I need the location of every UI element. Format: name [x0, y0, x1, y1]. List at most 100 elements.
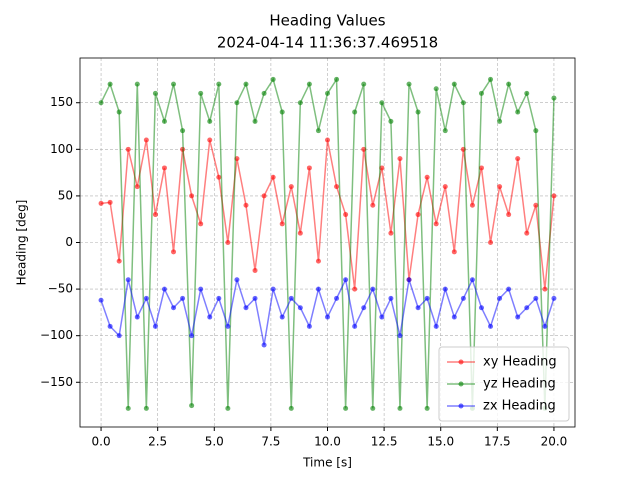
data-point — [134, 81, 140, 87]
data-point — [478, 165, 484, 171]
data-point — [125, 405, 131, 411]
data-point — [225, 323, 231, 329]
data-point — [388, 230, 394, 236]
data-point — [451, 249, 457, 255]
legend: xy Heading yz Heading zx Heading — [438, 346, 570, 422]
data-point — [460, 295, 466, 301]
data-point — [524, 90, 530, 96]
data-point — [107, 199, 113, 205]
data-point — [334, 76, 340, 82]
data-point — [433, 221, 439, 227]
data-point — [198, 286, 204, 292]
data-point — [198, 221, 204, 227]
data-point — [225, 240, 231, 245]
data-point — [161, 165, 167, 171]
data-point — [343, 212, 349, 218]
data-point — [497, 118, 503, 124]
data-point — [497, 295, 503, 301]
legend-label: yz Heading — [483, 377, 556, 392]
data-point — [180, 128, 186, 134]
data-point — [506, 212, 512, 218]
data-point — [216, 174, 222, 180]
data-point — [152, 90, 158, 96]
data-point — [542, 286, 548, 292]
data-point — [488, 76, 494, 82]
data-point — [397, 333, 403, 339]
data-point — [143, 137, 149, 143]
data-point — [288, 295, 294, 301]
data-point — [297, 100, 303, 106]
data-point — [397, 156, 403, 162]
data-point — [243, 202, 249, 208]
data-point — [442, 128, 448, 134]
x-tick-label: 15.0 — [427, 435, 454, 449]
data-point — [451, 81, 457, 87]
data-point — [334, 295, 340, 301]
data-point — [424, 174, 430, 180]
data-point — [243, 305, 249, 311]
data-point — [334, 184, 340, 190]
data-point — [297, 305, 303, 311]
x-axis-label: Time [s] — [302, 456, 352, 470]
data-point — [370, 202, 376, 208]
data-point — [216, 295, 222, 301]
data-point — [98, 200, 104, 206]
y-tick-label: 100 — [50, 142, 73, 156]
data-point — [234, 277, 240, 283]
data-point — [442, 184, 448, 190]
data-point — [315, 286, 321, 292]
legend-swatch-marker — [458, 403, 464, 409]
data-point — [370, 286, 376, 292]
data-point — [161, 118, 167, 124]
data-point — [261, 342, 267, 348]
data-point — [225, 405, 231, 411]
legend-label: zx Heading — [483, 399, 556, 414]
data-point — [469, 277, 475, 283]
legend-label: xy Heading — [483, 355, 557, 370]
data-point — [533, 295, 539, 301]
data-point — [424, 295, 430, 301]
y-tick-label: −50 — [48, 282, 73, 296]
data-point — [415, 212, 421, 218]
data-point — [433, 86, 439, 92]
legend-swatch-marker — [458, 359, 464, 365]
data-point — [143, 295, 149, 301]
data-point — [279, 221, 285, 227]
data-point — [288, 405, 294, 411]
x-tick-label: 7.5 — [261, 435, 280, 449]
data-point — [261, 193, 267, 199]
data-point — [506, 81, 512, 87]
x-tick-label: 2.5 — [148, 435, 167, 449]
data-point — [297, 230, 303, 236]
data-point — [478, 90, 484, 96]
data-point — [469, 202, 475, 208]
data-point — [488, 323, 494, 329]
data-point — [343, 277, 349, 283]
x-tick-label: 10.0 — [314, 435, 341, 449]
plot-frame — [79, 57, 576, 428]
data-point — [107, 323, 113, 329]
data-point — [533, 202, 539, 208]
y-tick-label: 0 — [65, 235, 73, 249]
data-point — [515, 314, 521, 320]
x-tick-label: 17.5 — [484, 435, 511, 449]
data-point — [325, 137, 330, 143]
data-point — [478, 305, 484, 311]
data-point — [107, 81, 113, 87]
data-point — [180, 295, 186, 301]
x-tick-label: 12.5 — [371, 435, 398, 449]
data-point — [98, 100, 104, 106]
data-point — [388, 118, 394, 124]
data-point — [189, 193, 195, 199]
data-point — [171, 81, 177, 87]
data-point — [152, 323, 158, 329]
data-point — [98, 297, 104, 303]
data-point — [506, 286, 512, 292]
data-point — [533, 128, 539, 134]
data-point — [306, 81, 312, 87]
data-point — [361, 81, 367, 87]
data-point — [171, 305, 177, 311]
data-point — [189, 403, 195, 409]
data-point — [406, 81, 412, 87]
data-point — [460, 100, 466, 106]
